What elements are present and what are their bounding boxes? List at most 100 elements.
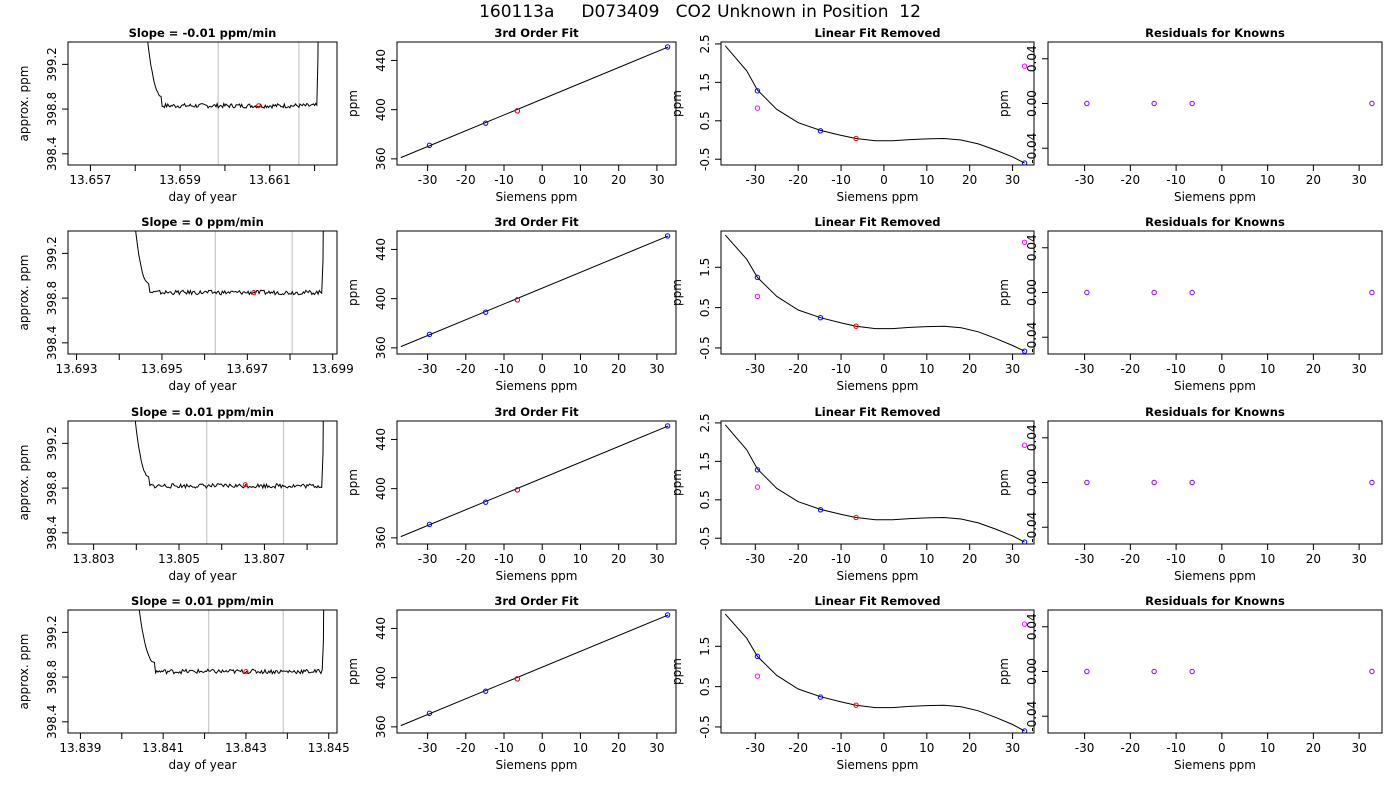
panel-title: Slope = -0.01 ppm/min [129, 26, 277, 40]
purple-point [1151, 289, 1157, 296]
purple-point [1084, 100, 1090, 107]
x-tick-label: 20 [1306, 173, 1321, 187]
x-tick-label: 13.845 [308, 741, 350, 755]
x-tick-label: 10 [919, 173, 934, 187]
panel-r3-c3: Linear Fit Removed Siemens ppm ppm -30 -20 -1… [670, 405, 1035, 583]
x-tick-label: -30 [745, 362, 765, 376]
x-tick-label: -20 [456, 362, 476, 376]
x-tick-label: 13.659 [159, 173, 201, 187]
x-tick-label: -30 [418, 552, 438, 566]
plot-frame [1047, 230, 1383, 355]
plot-area [400, 44, 671, 159]
plot-frame [67, 420, 338, 545]
y-tick-label: 2.5 [698, 413, 712, 432]
x-tick-label: -30 [1075, 173, 1095, 187]
x-tick-label: 10 [573, 173, 588, 187]
x-tick-label: 13.805 [158, 552, 200, 566]
x-tick-label: 13.661 [249, 173, 291, 187]
purple-point [1369, 100, 1375, 107]
panel-r2-c3: Linear Fit Removed Siemens ppm ppm -30 -20 -1… [670, 215, 1035, 393]
plot-frame [67, 609, 338, 734]
y-tick-label: 0.04 [1025, 45, 1039, 72]
x-tick-label: -30 [1075, 741, 1095, 755]
x-tick-label: -10 [494, 173, 514, 187]
blue-point [426, 521, 433, 528]
y-tick-label: 398.8 [45, 471, 59, 505]
blue-point [664, 233, 671, 239]
plot-frame [396, 230, 677, 355]
blue-point [817, 128, 824, 134]
x-tick-label: -30 [418, 362, 438, 376]
fit-line [400, 425, 669, 538]
y-tick-label: 0.00 [1025, 279, 1039, 306]
plot-area [1084, 479, 1375, 486]
y-tick-label: -0.04 [1025, 133, 1039, 164]
x-tick-label: 0 [1218, 552, 1226, 566]
purple-point [1369, 479, 1375, 486]
x-tick-label: -20 [788, 173, 808, 187]
plot-area [1084, 289, 1375, 296]
x-tick-label: 0 [880, 741, 888, 755]
x-axis-label: Siemens ppm [1174, 758, 1256, 772]
y-tick-label: 1.5 [698, 637, 712, 656]
red-point [514, 297, 521, 303]
panel-r2-c4: Residuals for Knowns Siemens ppm ppm -30 -20… [997, 215, 1383, 393]
x-axis-label: day of year [168, 379, 236, 393]
panel-r1-c1: Slope = -0.01 ppm/min day of year approx. … [17, 26, 338, 204]
magenta-point [754, 673, 761, 679]
x-tick-label: -10 [1166, 552, 1186, 566]
plot-frame [396, 41, 677, 166]
x-tick-label: -10 [831, 173, 851, 187]
y-tick-label: 400 [374, 666, 388, 689]
purple-point [1084, 668, 1090, 675]
x-tick-label: 30 [649, 552, 664, 566]
x-tick-label: 20 [611, 552, 626, 566]
panel-r4-c4: Residuals for Knowns Siemens ppm ppm -30 -20… [997, 594, 1383, 772]
blue-point [754, 274, 761, 281]
blue-point [482, 688, 489, 694]
plot-area [1084, 100, 1375, 107]
x-tick-label: 13.807 [243, 552, 285, 566]
x-tick-label: 30 [1005, 173, 1020, 187]
panel-title: Linear Fit Removed [814, 594, 940, 608]
plot-area [724, 234, 1028, 354]
fit-curve [724, 45, 1025, 164]
y-tick-label: 0.04 [1025, 424, 1039, 451]
plot-area [400, 612, 671, 727]
x-tick-label: 13.803 [73, 552, 115, 566]
x-tick-label: 10 [1260, 552, 1275, 566]
fit-line [400, 614, 669, 727]
x-tick-label: -10 [494, 552, 514, 566]
y-tick-label: 0.5 [698, 111, 712, 130]
x-tick-label: -20 [456, 741, 476, 755]
plot-frame [1047, 609, 1383, 734]
signal-trace [135, 231, 324, 296]
red-point [853, 702, 859, 708]
x-tick-label: 30 [1351, 362, 1366, 376]
y-axis-label: ppm [997, 279, 1011, 306]
blue-point [482, 499, 489, 505]
y-tick-label: 440 [374, 49, 388, 72]
panel-title: Linear Fit Removed [814, 26, 940, 40]
x-tick-label: 13.841 [142, 741, 184, 755]
blue-point [664, 423, 671, 429]
y-axis-label: ppm [670, 90, 684, 117]
blue-point [817, 507, 824, 513]
x-tick-label: 20 [1306, 362, 1321, 376]
x-tick-label: 30 [1351, 173, 1366, 187]
x-tick-label: 20 [962, 173, 977, 187]
x-tick-label: 10 [919, 362, 934, 376]
x-tick-label: -30 [745, 552, 765, 566]
panel-title: Residuals for Knowns [1145, 594, 1285, 608]
x-tick-label: 20 [962, 362, 977, 376]
purple-point [1151, 668, 1157, 675]
x-tick-label: 30 [1005, 362, 1020, 376]
purple-point [1189, 289, 1195, 296]
y-tick-label: 399.2 [45, 236, 59, 270]
red-point [514, 676, 521, 682]
blue-point [817, 694, 824, 700]
blue-point [754, 467, 761, 473]
purple-point [1189, 479, 1195, 486]
y-tick-label: 398.8 [45, 660, 59, 694]
average-point [242, 482, 248, 488]
